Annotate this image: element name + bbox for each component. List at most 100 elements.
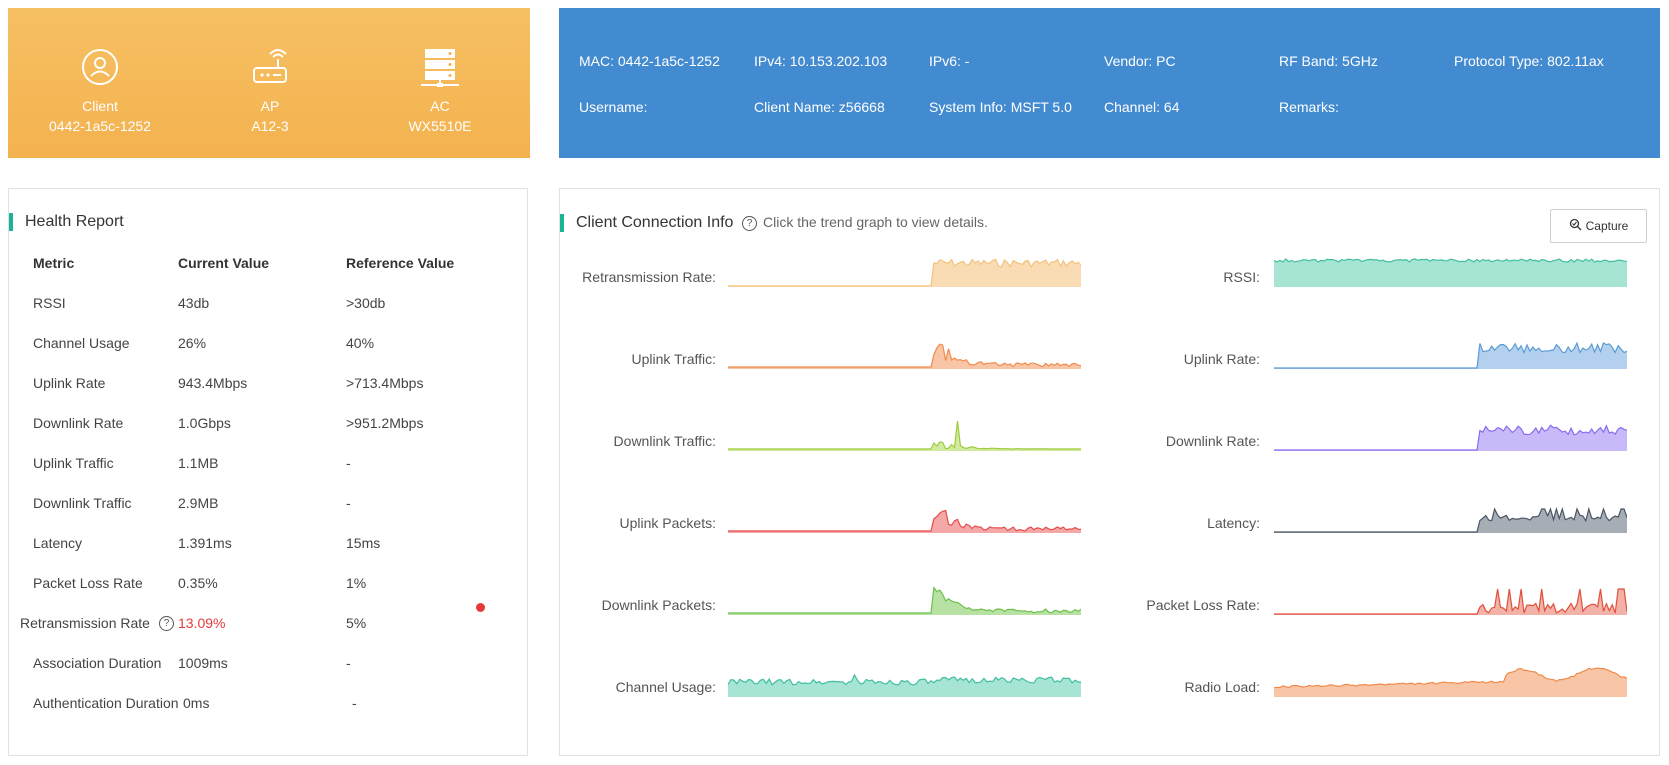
health-report-title: Health Report <box>9 213 124 231</box>
trend-label: Latency: <box>1207 515 1260 531</box>
client-system-info: System Info: MSFT 5.0 <box>929 99 1072 115</box>
trend-label: Downlink Rate: <box>1165 433 1260 449</box>
trend-area <box>1274 589 1627 615</box>
metric-name: Latency <box>33 535 83 551</box>
topology-node-ap[interactable]: AP A12-3 <box>195 48 345 136</box>
trend-label: Downlink Packets: <box>601 597 716 613</box>
client-ipv6: IPv6: - <box>929 53 970 69</box>
client-ipv4: IPv4: 10.153.202.103 <box>754 53 888 69</box>
trend-area <box>728 587 1081 615</box>
help-icon[interactable]: ? <box>742 216 757 231</box>
trend-line <box>728 343 1081 368</box>
trend-label: Packet Loss Rate: <box>1146 597 1260 613</box>
client-remarks: Remarks: <box>1279 99 1339 115</box>
topology-node-client[interactable]: Client 0442-1a5c-1252 <box>25 48 175 136</box>
metric-name: Authentication Duration <box>33 695 179 711</box>
trend-area <box>728 510 1081 533</box>
metric-name: Association Duration <box>33 655 162 671</box>
warning-indicator <box>476 603 485 612</box>
table-row: RSSI 43db >30db <box>9 283 527 323</box>
trend-graph[interactable] <box>728 579 1081 615</box>
table-row: Retransmission Rate 13.09% 5%? <box>9 603 527 643</box>
trend-graph[interactable] <box>728 251 1081 287</box>
client-rf-band: RF Band: 5GHz <box>1279 53 1378 69</box>
trend-graph[interactable] <box>728 415 1081 451</box>
topology-node-value: A12-3 <box>251 118 289 134</box>
trend-label: Retransmission Rate: <box>582 269 716 285</box>
current-value: 2.9MB <box>178 495 219 511</box>
capture-button[interactable]: Capture <box>1550 209 1647 243</box>
table-row: Downlink Traffic 2.9MB - <box>9 483 527 523</box>
client-username: Username: <box>579 99 648 115</box>
metric-name: Downlink Rate <box>33 415 124 431</box>
current-value: 26% <box>178 335 207 351</box>
connection-info-hint: ? Click the trend graph to view details. <box>742 214 988 231</box>
connection-info-title: Client Connection Info <box>560 214 733 232</box>
trend-area <box>728 344 1081 369</box>
trend-label: Downlink Traffic: <box>613 433 716 449</box>
metric-name: Downlink Traffic <box>33 495 132 511</box>
table-row: Downlink Rate 1.0Gbps >951.2Mbps <box>9 403 527 443</box>
metric-name: Channel Usage <box>33 335 130 351</box>
trend-graph[interactable] <box>1274 579 1627 615</box>
health-report-header: Metric Current Value Reference Value <box>9 243 527 283</box>
trend-area <box>1274 259 1627 287</box>
help-icon[interactable]: ? <box>159 616 174 631</box>
table-row: Association Duration 1009ms - <box>9 643 527 683</box>
topology-node-value: 0442-1a5c-1252 <box>49 118 151 134</box>
trend-line <box>728 509 1081 532</box>
trend-graph[interactable] <box>1274 251 1627 287</box>
reference-value: >30db <box>346 295 386 311</box>
column-header-current: Current Value <box>178 255 270 271</box>
trend-area <box>728 675 1081 697</box>
reference-value: 40% <box>346 335 375 351</box>
user-icon <box>25 48 175 86</box>
trend-area <box>728 421 1081 451</box>
hint-text: Click the trend graph to view details. <box>763 214 988 230</box>
trend-graph[interactable] <box>728 333 1081 369</box>
current-value: 943.4Mbps <box>178 375 248 391</box>
trend-graph[interactable] <box>1274 661 1627 697</box>
column-header-metric: Metric <box>33 255 75 271</box>
trend-line <box>1274 424 1627 451</box>
reference-value: - <box>352 695 357 711</box>
current-value: 43db <box>178 295 210 311</box>
trend-label: Uplink Rate: <box>1183 351 1260 367</box>
trend-line <box>1274 588 1627 615</box>
trend-graph[interactable] <box>728 661 1081 697</box>
current-value: 1009ms <box>178 655 228 671</box>
trend-graph[interactable] <box>1274 497 1627 533</box>
metric-name: Uplink Rate <box>33 375 106 391</box>
reference-value: - <box>346 495 351 511</box>
trend-line <box>728 420 1081 450</box>
trend-line <box>1274 258 1627 263</box>
column-header-reference: Reference Value <box>346 255 455 271</box>
trend-area <box>1274 343 1627 369</box>
router-icon <box>195 48 345 86</box>
reference-value: - <box>346 455 351 471</box>
server-icon <box>365 48 515 87</box>
table-row: Latency 1.391ms 15ms <box>9 523 527 563</box>
trend-label: Channel Usage: <box>615 679 716 695</box>
trend-line <box>1274 341 1627 369</box>
client-channel: Channel: 64 <box>1104 99 1180 115</box>
trend-area <box>1274 509 1627 533</box>
current-value: 1.1MB <box>178 455 219 471</box>
trend-graph[interactable] <box>1274 415 1627 451</box>
reference-value: >713.4Mbps <box>346 375 424 391</box>
trend-area <box>728 259 1081 287</box>
topology-node-value: WX5510E <box>408 118 472 134</box>
connection-info-panel: Client Connection Info ? Click the trend … <box>559 188 1660 756</box>
current-value: 1.391ms <box>178 535 232 551</box>
trend-line <box>728 673 1081 686</box>
trend-graph[interactable] <box>1274 333 1627 369</box>
trend-label: Uplink Packets: <box>619 515 716 531</box>
table-row: Packet Loss Rate 0.35% 1% <box>9 563 527 603</box>
trend-graph[interactable] <box>728 497 1081 533</box>
current-value: 1.0Gbps <box>178 415 231 431</box>
topology-node-label: AC <box>430 98 450 114</box>
topology-node-ac[interactable]: AC WX5510E <box>365 48 515 136</box>
metric-name: RSSI <box>33 295 66 311</box>
trend-line <box>1274 506 1627 533</box>
table-row: Channel Usage 26% 40% <box>9 323 527 363</box>
